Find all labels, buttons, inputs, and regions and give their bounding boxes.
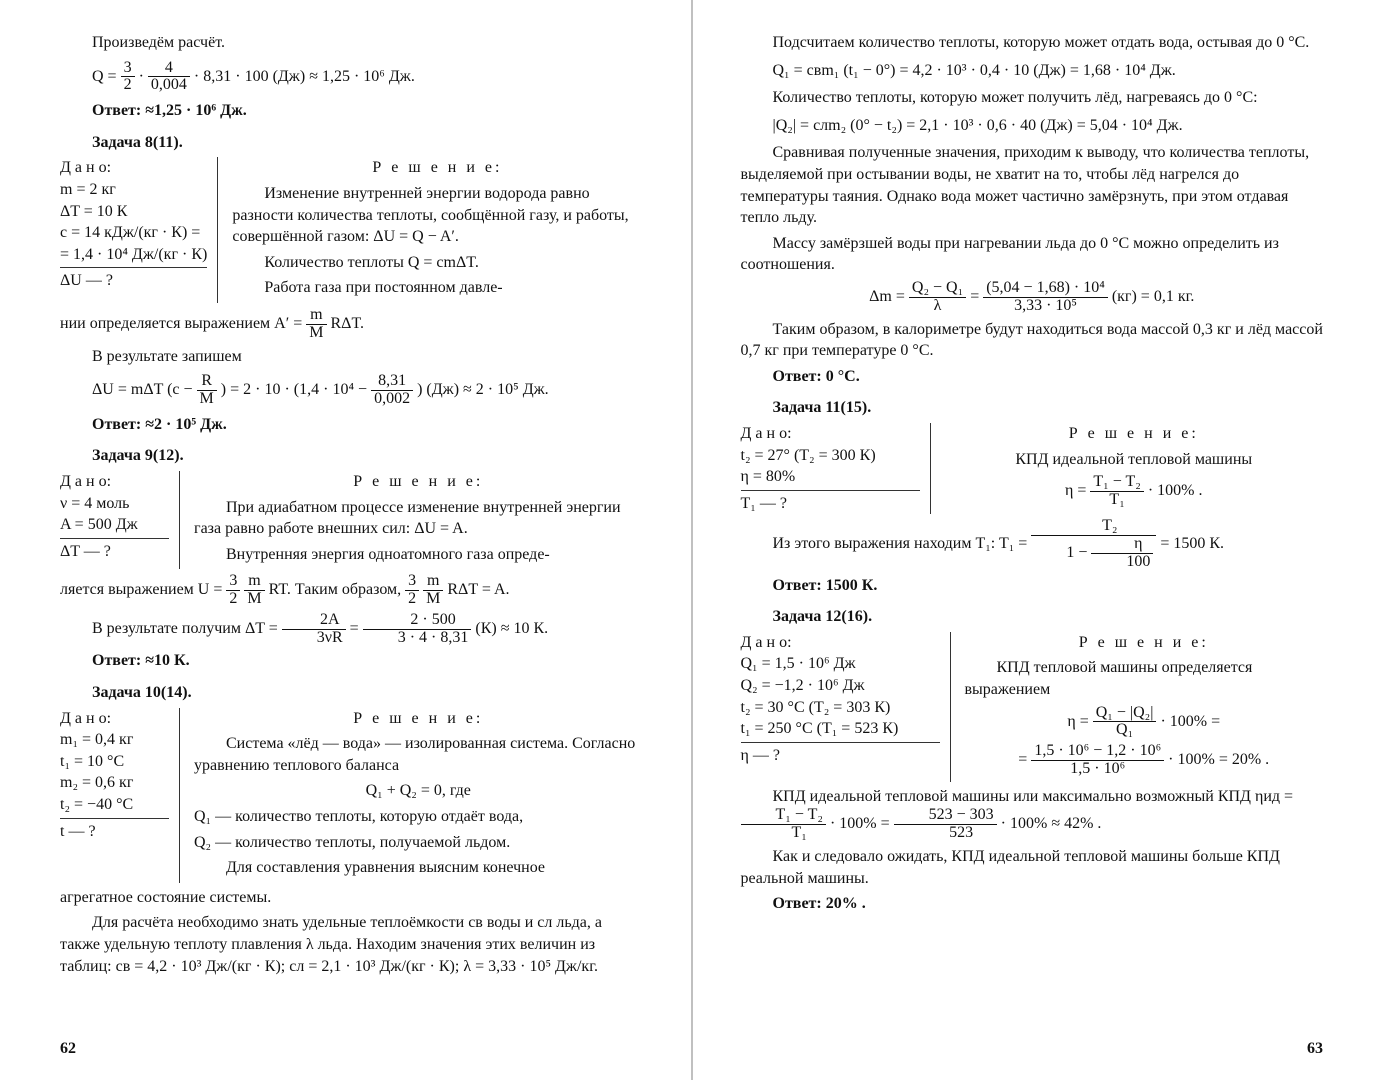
text: ляется выражением U = 32 mM RT. Таким об… [60, 573, 643, 608]
task10: Д а н о: m₁ = 0,4 кг t₁ = 10 °С m₂ = 0,6… [60, 708, 643, 883]
equation: Q = 32 · 40,004 · 8,31 · 100 (Дж) ≈ 1,25… [92, 60, 643, 95]
task9: Д а н о: ν = 4 моль A = 500 Дж ΔT — ? Р … [60, 471, 643, 569]
equation: ΔU = mΔT (c − RM ) = 2 · 10 · (1,4 · 10⁴… [92, 373, 643, 408]
text: агрегатное состояние системы. [60, 887, 643, 909]
task-title: Задача 9(12). [60, 445, 643, 467]
text: Таким образом, в калориметре будут наход… [741, 319, 1324, 362]
solution-column: Р е ш е н и е: При адиабатном процессе и… [194, 471, 643, 569]
answer: Ответ: ≈10 К. [60, 650, 643, 672]
equation: Δm = Q₂ − Q₁λ = (5,04 − 1,68) · 10⁴3,33 … [741, 280, 1324, 315]
answer: Ответ: ≈2 · 10⁵ Дж. [60, 414, 643, 436]
text: В результате запишем [60, 346, 643, 368]
text: Как и следовало ожидать, КПД идеальной т… [741, 846, 1324, 889]
solution-column: Р е ш е н и е: КПД идеальной тепловой ма… [945, 423, 1324, 514]
task-title: Задача 8(11). [60, 132, 643, 154]
text: Количество теплоты, которую может получи… [741, 87, 1324, 109]
answer: Ответ: ≈1,25 · 10⁶ Дж. [60, 100, 643, 122]
given-column: Д а н о: t₂ = 27° (T₂ = 300 К) η = 80% T… [741, 423, 931, 514]
text: Массу замёрзшей воды при нагревании льда… [741, 233, 1324, 276]
answer: Ответ: 0 °С. [741, 366, 1324, 388]
given-column: Д а н о: m = 2 кг ΔT = 10 К c = 14 кДж/(… [60, 157, 218, 303]
text: нии определяется выражением A′ = mM RΔT. [60, 307, 643, 342]
given-column: Д а н о: Q₁ = 1,5 · 10⁶ Дж Q₂ = −1,2 · 1… [741, 632, 951, 782]
equation: |Q₂| = cлm₂ (0° − t₂) = 2,1 · 10³ · 0,6 … [773, 115, 1324, 137]
equation: Q₁ = cвm₁ (t₁ − 0°) = 4,2 · 10³ · 0,4 · … [773, 60, 1324, 82]
given-column: Д а н о: ν = 4 моль A = 500 Дж ΔT — ? [60, 471, 180, 569]
page-number: 63 [1307, 1038, 1323, 1060]
task-title: Задача 12(16). [741, 606, 1324, 628]
text: Для расчёта необходимо знать удельные те… [60, 912, 643, 977]
text: Из этого выражения находим T₁: T₁ = T₂ 1… [741, 518, 1324, 570]
page-right: Подсчитаем количество теплоты, которую м… [693, 0, 1383, 1080]
task-title: Задача 11(15). [741, 397, 1324, 419]
answer: Ответ: 20% . [741, 893, 1324, 915]
task8: Д а н о: m = 2 кг ΔT = 10 К c = 14 кДж/(… [60, 157, 643, 303]
text: Произведём расчёт. [60, 32, 643, 54]
task12: Д а н о: Q₁ = 1,5 · 10⁶ Дж Q₂ = −1,2 · 1… [741, 632, 1324, 782]
page-number: 62 [60, 1038, 76, 1060]
book-spread: Произведём расчёт. Q = 32 · 40,004 · 8,3… [0, 0, 1383, 1080]
given-column: Д а н о: m₁ = 0,4 кг t₁ = 10 °С m₂ = 0,6… [60, 708, 180, 883]
answer: Ответ: 1500 К. [741, 575, 1324, 597]
task-title: Задача 10(14). [60, 682, 643, 704]
solution-column: Р е ш е н и е: Изменение внутренней энер… [232, 157, 642, 303]
text: Подсчитаем количество теплоты, которую м… [741, 32, 1324, 54]
page-left: Произведём расчёт. Q = 32 · 40,004 · 8,3… [0, 0, 691, 1080]
text: КПД идеальной тепловой машины или максим… [741, 786, 1324, 842]
text: Сравнивая полученные значения, приходим … [741, 142, 1324, 228]
solution-column: Р е ш е н и е: КПД тепловой машины опред… [965, 632, 1324, 782]
text: В результате получим ΔT = 2A3νR = 2 · 50… [60, 612, 643, 647]
task11: Д а н о: t₂ = 27° (T₂ = 300 К) η = 80% T… [741, 423, 1324, 514]
solution-column: Р е ш е н и е: Система «лёд — вода» — из… [194, 708, 643, 883]
